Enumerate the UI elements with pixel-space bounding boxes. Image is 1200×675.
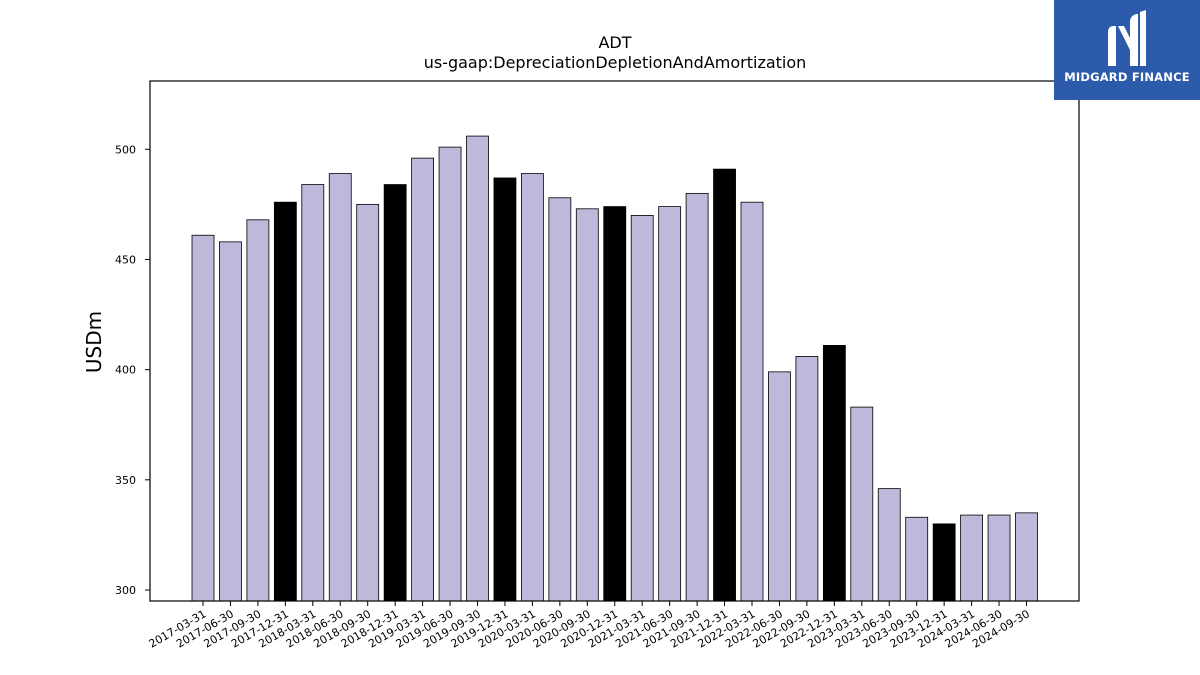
bar-2021-03-31 bbox=[630, 215, 654, 602]
y-tick-label: 350 bbox=[115, 474, 136, 487]
chart-title: ADT bbox=[598, 33, 631, 52]
bar-2019-09-30 bbox=[466, 135, 489, 602]
y-tick-label: 450 bbox=[115, 253, 136, 266]
y-tick-label: 300 bbox=[115, 584, 136, 597]
bar-2023-06-30 bbox=[877, 488, 901, 602]
chart-subtitle: us-gaap:DepreciationDepletionAndAmortiza… bbox=[424, 53, 807, 72]
bar-2017-03-31 bbox=[191, 234, 215, 602]
bar-2021-06-30 bbox=[658, 206, 682, 602]
x-ticks-group: 2017-03-312017-06-302017-09-302017-12-31… bbox=[147, 601, 1032, 651]
bar-2022-09-30 bbox=[795, 356, 819, 602]
bar-2018-03-31 bbox=[301, 184, 325, 602]
bar-2021-09-30 bbox=[685, 192, 709, 602]
plot-frame bbox=[149, 80, 1080, 602]
bar-2019-12-31 bbox=[493, 177, 517, 602]
bar-2017-06-30 bbox=[219, 241, 242, 602]
y-tick-label: 500 bbox=[115, 143, 136, 156]
bar-2018-12-31 bbox=[383, 184, 407, 602]
bar-2017-12-31 bbox=[273, 201, 297, 602]
bar-2020-03-31 bbox=[521, 173, 544, 602]
bar-2023-12-31 bbox=[932, 523, 956, 602]
bar-2021-12-31 bbox=[713, 168, 736, 602]
bar-2022-12-31 bbox=[822, 345, 846, 602]
bar-2022-03-31 bbox=[740, 201, 764, 602]
bar-2024-06-30 bbox=[987, 514, 1011, 602]
bar-2024-09-30 bbox=[1015, 512, 1038, 602]
bar-2019-06-30 bbox=[438, 146, 462, 602]
bar-2020-06-30 bbox=[548, 197, 572, 602]
bar-2019-03-31 bbox=[411, 157, 435, 602]
bar-2024-03-31 bbox=[960, 514, 983, 602]
logo-text: MIDGARD FINANCE bbox=[1064, 70, 1190, 84]
bar-2023-09-30 bbox=[905, 516, 929, 602]
y-ticks-group: 300 350 400 450 500 bbox=[115, 143, 150, 597]
bar-2020-12-31 bbox=[603, 206, 627, 602]
bars-group bbox=[191, 135, 1038, 602]
bar-2018-09-30 bbox=[356, 203, 380, 602]
bar-2017-09-30 bbox=[246, 219, 270, 602]
bar-2020-09-30 bbox=[575, 208, 599, 602]
brand-logo: MIDGARD FINANCE bbox=[1054, 0, 1200, 100]
y-axis-label: USDm bbox=[82, 311, 106, 373]
y-tick-label: 400 bbox=[115, 364, 136, 377]
bar-2022-06-30 bbox=[768, 371, 791, 602]
midgard-logo-icon bbox=[1108, 10, 1146, 66]
bar-2023-03-31 bbox=[850, 406, 874, 602]
bar-2018-06-30 bbox=[328, 173, 352, 602]
